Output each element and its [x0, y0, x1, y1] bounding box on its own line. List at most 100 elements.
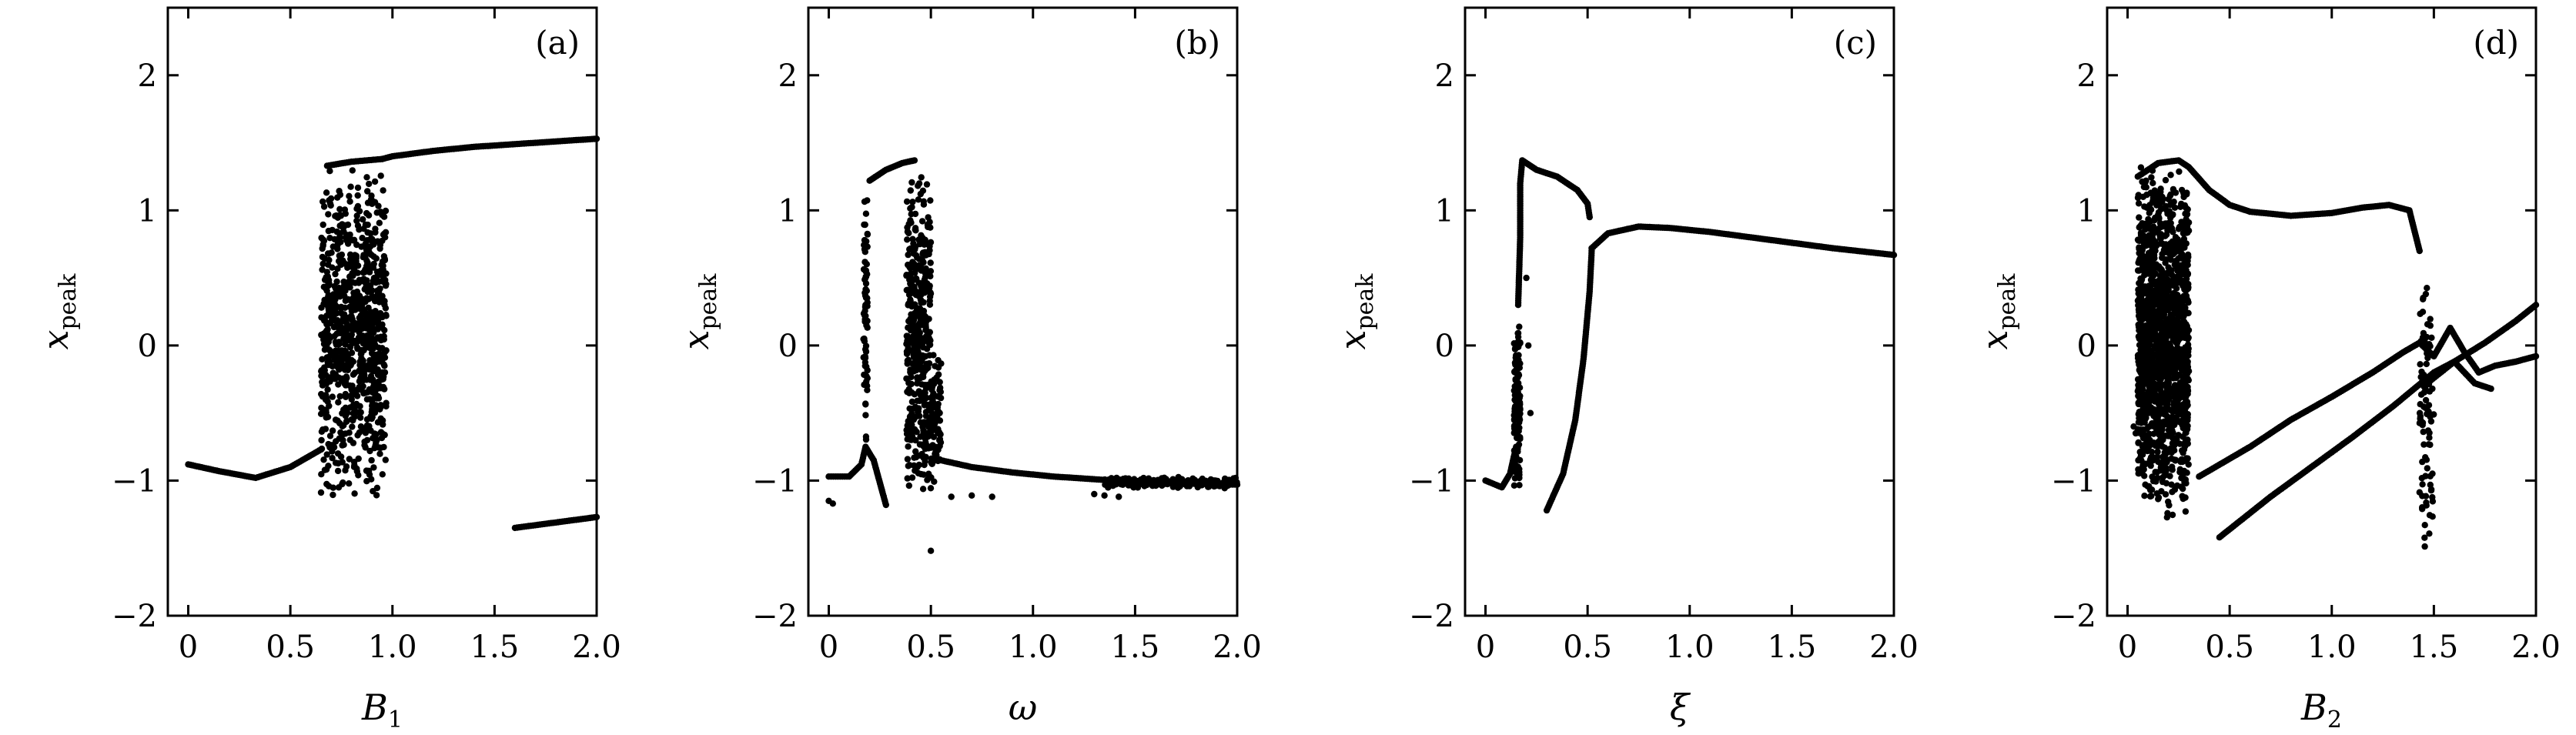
- scatter-point: [380, 332, 387, 340]
- x-axis-label-main: B: [361, 687, 388, 728]
- scatter-point: [326, 346, 333, 353]
- scatter-point: [370, 488, 376, 495]
- x-tick-label: 1.0: [368, 630, 417, 665]
- scatter-point: [369, 317, 376, 324]
- scatter-point: [909, 405, 916, 413]
- x-tick-label: 0: [2118, 630, 2137, 665]
- scatter-point: [2147, 206, 2155, 213]
- x-tick-label: 1.5: [1111, 630, 1160, 665]
- scatter-point: [2156, 405, 2163, 412]
- scatter-point: [862, 286, 869, 293]
- curve-point: [2487, 385, 2494, 393]
- scatter-point: [922, 453, 929, 460]
- scatter-point: [370, 264, 377, 271]
- scatter-point: [2167, 172, 2174, 179]
- scatter-point: [918, 174, 925, 181]
- scatter-point: [1515, 427, 1522, 435]
- scatter-point: [2164, 509, 2171, 516]
- scatter-point: [2157, 240, 2164, 247]
- scatter-point: [365, 304, 372, 312]
- scatter-point: [326, 433, 334, 439]
- scatter-point: [863, 261, 871, 268]
- scatter-point: [927, 547, 935, 554]
- scatter-point: [355, 409, 362, 416]
- scatter-point: [937, 431, 944, 438]
- scatter-point: [937, 384, 944, 391]
- scatter-point: [323, 321, 330, 328]
- scatter-point: [320, 315, 328, 322]
- scatter-point: [1221, 478, 1228, 486]
- scatter-point: [2184, 436, 2191, 443]
- scatter-point: [324, 359, 331, 366]
- data-marks: [185, 135, 601, 532]
- scatter-point: [922, 436, 929, 443]
- scatter-point: [2165, 264, 2172, 271]
- scatter-point: [2140, 183, 2148, 191]
- scatter-point: [1511, 383, 1518, 390]
- y-axis-label: xpeak: [1332, 273, 1379, 350]
- scatter-point: [2184, 335, 2191, 342]
- scatter-point: [323, 189, 330, 196]
- scatter-point: [340, 314, 347, 322]
- scatter-point: [358, 385, 365, 393]
- scatter-point: [2162, 176, 2170, 184]
- scatter-point: [2160, 205, 2167, 212]
- scatter-point: [328, 318, 335, 325]
- scatter-point: [2135, 399, 2142, 406]
- scatter-point: [383, 312, 390, 319]
- scatter-point: [320, 203, 328, 210]
- scatter-point: [916, 413, 923, 419]
- scatter-point: [1512, 376, 1519, 383]
- scatter-point: [924, 221, 932, 229]
- scatter-point: [930, 352, 937, 359]
- scatter-point: [2172, 234, 2180, 241]
- scatter-point: [2143, 444, 2149, 451]
- scatter-point: [380, 275, 387, 282]
- scatter-point: [2170, 229, 2176, 236]
- scatter-point: [366, 336, 373, 342]
- scatter-point: [2159, 273, 2166, 280]
- y-tick-label: 0: [1435, 329, 1454, 364]
- scatter-point: [829, 500, 837, 507]
- scatter-point: [922, 413, 930, 419]
- scatter-point: [2160, 246, 2168, 254]
- y-axis-label-sub: peak: [55, 273, 82, 330]
- axes-frame: [166, 6, 598, 617]
- y-axis-label-main: x: [1332, 329, 1373, 349]
- scatter-point: [2164, 276, 2171, 283]
- scatter-point: [318, 445, 326, 453]
- scatter-point: [2172, 457, 2179, 464]
- scatter-point: [331, 282, 338, 290]
- scatter-point: [2137, 249, 2144, 256]
- scatter-point: [922, 385, 930, 392]
- scatter-point: [2164, 413, 2171, 420]
- scatter-point: [318, 234, 325, 242]
- scatter-point: [321, 296, 328, 303]
- scatter-point: [1523, 274, 1530, 282]
- scatter-point: [928, 426, 935, 433]
- scatter-point: [326, 200, 334, 207]
- scatter-point: [2420, 441, 2427, 448]
- y-tick-label: −1: [1409, 463, 1454, 499]
- scatter-point: [340, 479, 346, 486]
- scatter-point: [363, 316, 370, 323]
- scatter-point: [332, 270, 339, 278]
- scatter-point: [339, 423, 346, 429]
- x-axis-label: B1: [361, 687, 403, 733]
- scatter-point: [2184, 262, 2191, 269]
- scatter-point: [908, 433, 916, 440]
- scatter-point: [351, 490, 358, 497]
- scatter-point: [1151, 481, 1158, 488]
- scatter-point: [2141, 419, 2148, 426]
- scatter-point: [927, 239, 935, 246]
- scatter-point: [948, 493, 955, 500]
- scatter-point: [2183, 294, 2190, 302]
- scatter-point: [375, 202, 382, 209]
- scatter-point: [324, 413, 332, 420]
- scatter-point: [344, 366, 352, 373]
- scatter-point: [2419, 504, 2426, 511]
- scatter-point: [2176, 275, 2183, 282]
- scatter-point: [2180, 420, 2187, 427]
- x-axis-label-sub: 1: [388, 707, 403, 733]
- scatter-point: [335, 374, 343, 381]
